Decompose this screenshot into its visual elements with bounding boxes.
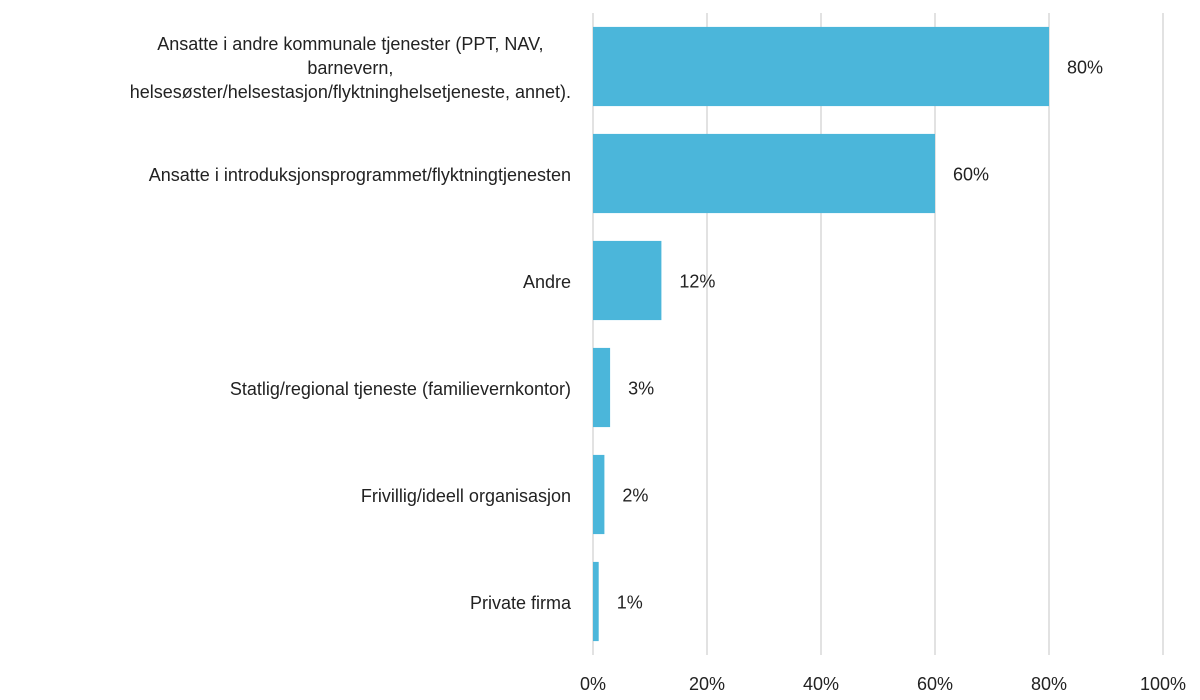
value-label: 1%	[617, 592, 643, 612]
x-tick-label: 40%	[803, 674, 839, 694]
x-tick-label: 0%	[580, 674, 606, 694]
bar	[593, 133, 935, 214]
x-tick-label: 100%	[1140, 674, 1186, 694]
value-label: 12%	[679, 271, 715, 291]
bar	[593, 347, 611, 428]
bar	[593, 240, 662, 321]
category-label: Private firma	[469, 592, 571, 613]
x-tick-label: 80%	[1031, 674, 1067, 694]
value-label: 60%	[953, 164, 989, 184]
category-label: Andre	[522, 271, 571, 292]
value-label: 80%	[1067, 57, 1103, 77]
value-label: 2%	[622, 485, 648, 505]
category-label: Statlig/regional tjeneste (familievernko…	[229, 378, 571, 399]
x-tick-label: 20%	[689, 674, 725, 694]
bar	[593, 26, 1049, 107]
category-label: Frivillig/ideell organisasjon	[360, 485, 571, 506]
category-label: Ansatte i andre kommunale tjenester (PPT…	[129, 33, 571, 102]
bar	[593, 561, 599, 642]
value-label: 3%	[628, 378, 654, 398]
category-label: Ansatte i introduksjonsprogrammet/flyktn…	[148, 164, 571, 185]
x-tick-label: 60%	[917, 674, 953, 694]
bar	[593, 454, 605, 535]
